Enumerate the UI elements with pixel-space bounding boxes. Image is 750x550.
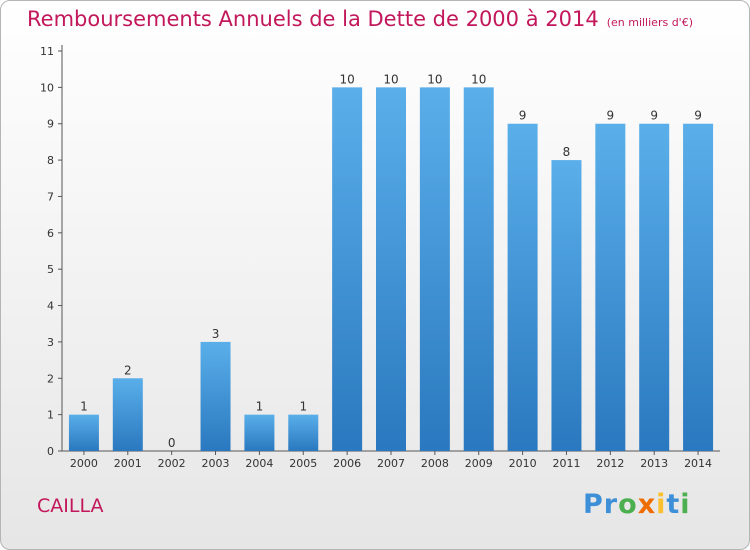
x-tick-label: 2000 xyxy=(70,457,98,470)
bar xyxy=(112,378,143,451)
data-label: 10 xyxy=(471,72,486,86)
x-tick-label: 2013 xyxy=(640,457,668,470)
x-tick-label: 2009 xyxy=(465,457,493,470)
y-tick-label: 9 xyxy=(47,118,54,131)
bar xyxy=(332,87,363,451)
y-tick-label: 2 xyxy=(47,372,54,385)
bar xyxy=(595,123,626,452)
y-tick-label: 0 xyxy=(47,445,54,458)
logo-letter: x xyxy=(637,489,657,520)
x-tick-label: 2008 xyxy=(421,457,449,470)
x-tick-label: 2012 xyxy=(596,457,624,470)
data-label: 2 xyxy=(124,363,132,377)
y-tick-label: 10 xyxy=(40,81,54,94)
y-tick-label: 4 xyxy=(47,300,54,313)
bar xyxy=(551,160,582,451)
chart-title: Remboursements Annuels de la Dette de 20… xyxy=(27,7,693,31)
logo-letter: i xyxy=(680,489,691,520)
data-label: 3 xyxy=(212,327,220,341)
data-label: 10 xyxy=(427,72,442,86)
logo-letter: i xyxy=(656,489,667,520)
data-label: 1 xyxy=(299,400,307,414)
logo-letter: P xyxy=(583,489,604,520)
chart-title-text: Remboursements Annuels de la Dette de 20… xyxy=(27,7,599,31)
data-label: 1 xyxy=(80,400,88,414)
logo-letter: r xyxy=(603,489,619,520)
data-label: 8 xyxy=(563,145,571,159)
proxiti-logo: Proxiti xyxy=(583,489,691,520)
data-label: 9 xyxy=(694,109,702,123)
bar xyxy=(200,341,231,451)
x-tick-label: 2004 xyxy=(245,457,273,470)
x-tick-label: 2006 xyxy=(333,457,361,470)
x-tick-label: 2007 xyxy=(377,457,405,470)
y-tick-label: 5 xyxy=(47,263,54,276)
x-tick-label: 2010 xyxy=(509,457,537,470)
data-label: 10 xyxy=(383,72,398,86)
x-tick-label: 2002 xyxy=(158,457,186,470)
logo-letter: t xyxy=(666,489,681,520)
bar xyxy=(244,414,275,451)
y-tick-label: 6 xyxy=(47,227,54,240)
y-tick-label: 11 xyxy=(40,45,54,58)
y-tick-label: 8 xyxy=(47,154,54,167)
bar xyxy=(507,123,538,452)
data-label: 0 xyxy=(168,436,176,450)
x-tick-label: 2003 xyxy=(202,457,230,470)
y-tick-label: 1 xyxy=(47,409,54,422)
bar xyxy=(683,123,714,452)
bar xyxy=(376,87,406,451)
commune-name: CAILLA xyxy=(37,495,104,517)
data-label: 9 xyxy=(519,109,527,123)
x-tick-label: 2005 xyxy=(289,457,317,470)
bar xyxy=(463,87,494,451)
x-tick-label: 2011 xyxy=(552,457,580,470)
data-label: 9 xyxy=(650,109,658,123)
data-label: 9 xyxy=(607,109,615,123)
data-label: 10 xyxy=(339,72,354,86)
bar xyxy=(68,414,99,451)
y-tick-label: 7 xyxy=(47,190,54,203)
bar xyxy=(639,123,670,452)
data-label: 1 xyxy=(256,400,264,414)
chart-unit: (en milliers d'€) xyxy=(606,16,693,29)
bar xyxy=(288,414,319,451)
logo-letter: o xyxy=(618,489,638,520)
y-tick-label: 3 xyxy=(47,336,54,349)
bar xyxy=(419,87,450,451)
x-tick-label: 2014 xyxy=(684,457,712,470)
x-tick-label: 2001 xyxy=(114,457,142,470)
